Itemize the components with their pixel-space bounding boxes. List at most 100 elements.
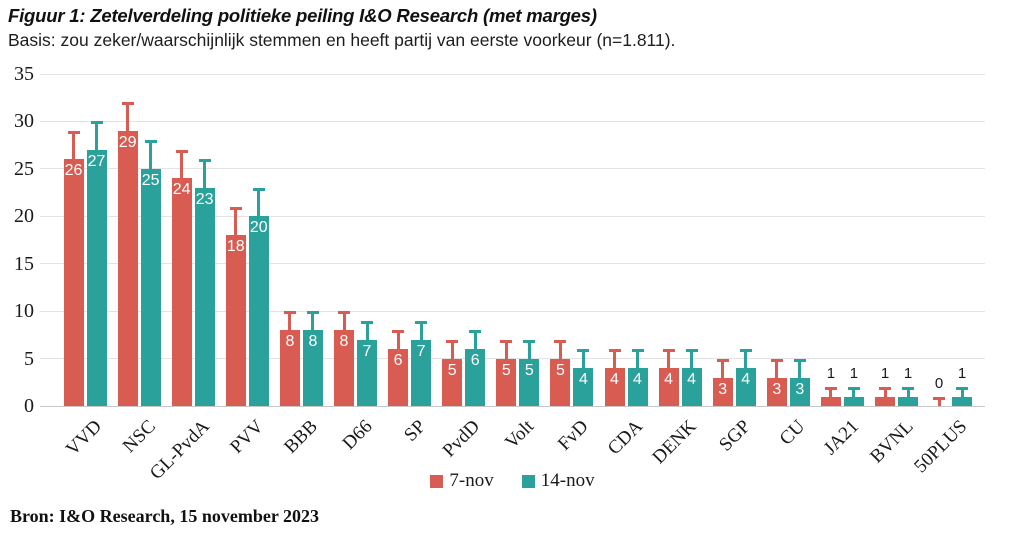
x-tick-label-CU: CU bbox=[775, 416, 810, 450]
value-label-14-nov-CDA: 4 bbox=[633, 371, 642, 389]
value-label-7-nov-BBB: 8 bbox=[285, 333, 295, 351]
bar-7-nov-JA21 bbox=[820, 396, 841, 406]
error-bar-stem-14-nov-Volt bbox=[527, 339, 531, 359]
legend: 7-nov 14-nov bbox=[40, 470, 985, 492]
error-bar-cap-14-nov-BVNL bbox=[902, 387, 914, 391]
error-bar-stem-7-nov-NSC bbox=[126, 102, 130, 131]
error-bar-stem-14-nov-VVD bbox=[95, 121, 98, 150]
error-bar-cap-7-nov-PVV bbox=[229, 206, 242, 210]
error-bar-cap-7-nov-JA21 bbox=[824, 387, 837, 391]
error-bar-cap-7-nov-Volt bbox=[500, 339, 513, 343]
error-bar-cap-7-nov-SP bbox=[392, 330, 405, 334]
value-label-14-nov-CU: 3 bbox=[795, 380, 805, 398]
error-bar-cap-14-nov-NSC bbox=[144, 140, 157, 144]
bar-14-nov-VVD bbox=[86, 149, 107, 406]
error-bar-stem-7-nov-SGP bbox=[721, 358, 725, 378]
value-label-14-nov-VVD: 27 bbox=[87, 152, 106, 170]
error-bar-cap-14-nov-GL-PvdA bbox=[198, 159, 211, 163]
legend-swatch-14-nov bbox=[521, 474, 535, 488]
error-bar-stem-7-nov-GL-PvdA bbox=[180, 149, 184, 179]
x-tick-label-BBB: BBB bbox=[280, 416, 323, 458]
value-label-14-nov-NSC: 25 bbox=[141, 171, 160, 189]
error-bar-stem-7-nov-BBB bbox=[288, 311, 292, 331]
error-bar-cap-7-nov-VVD bbox=[67, 130, 80, 134]
value-label-7-nov-VVD: 26 bbox=[64, 162, 83, 180]
error-bar-cap-14-nov-CU bbox=[793, 358, 806, 362]
bar-14-nov-CU bbox=[789, 377, 810, 406]
error-bar-stem-7-nov-CDA bbox=[613, 349, 616, 369]
x-tick-label-DENK: DENK bbox=[648, 416, 701, 469]
value-label-14-nov-Volt: 5 bbox=[524, 361, 534, 379]
bar-7-nov-FvD bbox=[550, 358, 571, 406]
value-label-14-nov-FvD: 4 bbox=[578, 371, 588, 389]
error-bar-stem-7-nov-D66 bbox=[342, 311, 346, 331]
value-label-7-nov-SGP: 3 bbox=[718, 380, 728, 398]
value-label-7-nov-FvD: 5 bbox=[555, 361, 565, 379]
value-label-7-nov-BVNL: 1 bbox=[880, 365, 890, 383]
gridline-30 bbox=[40, 120, 985, 122]
bar-7-nov-VVD bbox=[63, 159, 84, 406]
error-bar-cap-14-nov-50PLUS bbox=[956, 387, 969, 391]
bar-14-nov-50PLUS bbox=[952, 396, 973, 406]
gridline-0 bbox=[40, 405, 985, 407]
value-label-14-nov-BBB: 8 bbox=[308, 333, 318, 351]
error-bar-stem-14-nov-DENK bbox=[690, 349, 694, 369]
error-bar-cap-7-nov-PvdD bbox=[446, 339, 459, 343]
error-bar-stem-14-nov-FvD bbox=[581, 349, 585, 369]
value-label-14-nov-PvdD: 6 bbox=[470, 352, 480, 370]
y-tick-label-20: 20 bbox=[14, 205, 34, 228]
x-tick-label-FvD: FvD bbox=[554, 416, 593, 455]
bar-14-nov-CDA bbox=[627, 368, 648, 406]
bar-14-nov-DENK bbox=[681, 368, 702, 406]
bar-7-nov-PVV bbox=[225, 235, 246, 406]
error-bar-stem-7-nov-VVD bbox=[72, 130, 75, 160]
x-tick-label-D66: D66 bbox=[338, 416, 377, 454]
error-bar-cap-7-nov-DENK bbox=[662, 349, 675, 353]
bar-14-nov-SP bbox=[411, 339, 432, 406]
error-bar-stem-7-nov-SP bbox=[396, 330, 400, 350]
bar-14-nov-FvD bbox=[573, 368, 594, 406]
error-bar-cap-14-nov-SP bbox=[415, 320, 428, 324]
bar-7-nov-D66 bbox=[334, 330, 354, 406]
value-label-7-nov-PvdD: 5 bbox=[447, 361, 457, 379]
value-label-7-nov-PVV: 18 bbox=[226, 238, 245, 256]
value-label-14-nov-SGP: 4 bbox=[741, 371, 751, 389]
bar-7-nov-PvdD bbox=[442, 358, 463, 406]
legend-label-7-nov: 7-nov bbox=[449, 470, 494, 491]
error-bar-cap-7-nov-GL-PvdA bbox=[175, 149, 188, 153]
value-label-14-nov-D66: 7 bbox=[362, 342, 372, 360]
error-bar-cap-7-nov-CU bbox=[770, 358, 783, 362]
error-bar-cap-14-nov-CDA bbox=[631, 349, 644, 353]
bar-7-nov-DENK bbox=[658, 368, 679, 406]
x-tick-label-50PLUS: 50PLUS bbox=[910, 416, 972, 478]
error-bar-stem-14-nov-D66 bbox=[365, 320, 369, 340]
x-tick-label-SGP: SGP bbox=[715, 416, 756, 456]
error-bar-stem-14-nov-JA21 bbox=[852, 387, 856, 397]
error-bar-cap-7-nov-NSC bbox=[121, 102, 134, 106]
y-tick-label-10: 10 bbox=[14, 300, 34, 323]
legend-item-14-nov: 14-nov bbox=[521, 470, 595, 492]
error-bar-cap-14-nov-PvdD bbox=[469, 330, 482, 334]
value-label-7-nov-CU: 3 bbox=[772, 380, 782, 398]
y-tick-label-5: 5 bbox=[24, 347, 34, 370]
error-bar-stem-7-nov-JA21 bbox=[829, 387, 833, 397]
error-bar-cap-14-nov-D66 bbox=[361, 320, 373, 324]
bar-7-nov-SP bbox=[388, 349, 409, 406]
error-bar-stem-14-nov-NSC bbox=[149, 140, 153, 169]
x-tick-label-JA21: JA21 bbox=[820, 416, 864, 460]
bar-7-nov-BVNL bbox=[875, 396, 895, 406]
value-label-7-nov-50PLUS: 0 bbox=[934, 374, 944, 392]
error-bar-cap-7-nov-FvD bbox=[554, 339, 567, 343]
error-bar-stem-14-nov-50PLUS bbox=[960, 387, 964, 397]
bar-7-nov-CDA bbox=[604, 368, 625, 406]
chart-subtitle: Basis: zou zeker/waarschijnlijk stemmen … bbox=[8, 30, 676, 50]
error-bar-cap-7-nov-50PLUS bbox=[933, 396, 946, 400]
bar-14-nov-JA21 bbox=[843, 396, 864, 406]
value-label-14-nov-BVNL: 1 bbox=[903, 365, 913, 383]
x-tick-label-CDA: CDA bbox=[603, 416, 647, 460]
y-tick-label-30: 30 bbox=[14, 110, 34, 133]
value-label-7-nov-Volt: 5 bbox=[501, 361, 511, 379]
value-label-14-nov-50PLUS: 1 bbox=[957, 365, 967, 383]
error-bar-cap-14-nov-VVD bbox=[90, 121, 103, 125]
